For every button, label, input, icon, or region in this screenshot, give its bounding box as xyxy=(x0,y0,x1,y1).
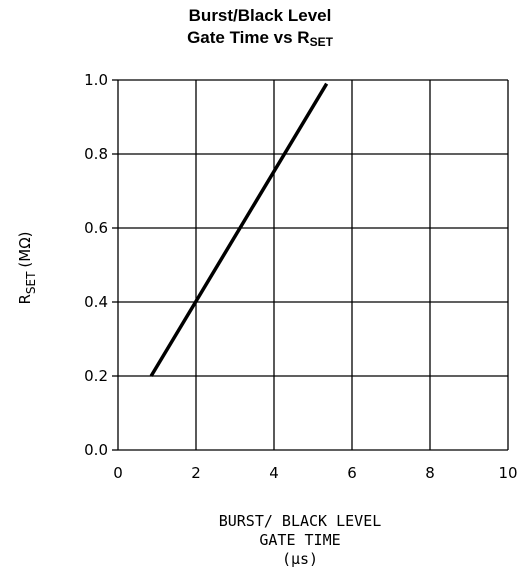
y-axis-label: RSET (MΩ) xyxy=(16,231,38,304)
chart-title-subscript: SET xyxy=(309,35,333,49)
x-tick-label: 6 xyxy=(347,464,357,482)
y-tick-label: 0.8 xyxy=(84,145,108,163)
x-axis-label-line-1: BURST/ BLACK LEVEL xyxy=(218,512,382,530)
x-tick-label: 8 xyxy=(425,464,435,482)
chart-title-main: Gate Time vs R xyxy=(187,28,310,47)
chart-title-line-1: Burst/Black Level xyxy=(188,6,332,25)
y-axis-label-subscript: SET xyxy=(24,271,38,294)
x-tick-label: 0 xyxy=(113,464,123,482)
x-axis-label: BURST/ BLACK LEVEL GATE TIME (µs) xyxy=(170,512,430,569)
y-tick-label: 0.4 xyxy=(84,293,108,311)
y-ticks: 0.0 0.2 0.4 0.6 0.8 1.0 xyxy=(84,71,118,459)
y-tick-label: 0.2 xyxy=(84,367,108,385)
series-group xyxy=(149,82,329,377)
x-axis-label-line-2: GATE TIME xyxy=(259,531,341,549)
x-ticks: 0 2 4 6 8 10 xyxy=(113,464,517,482)
x-tick-label: 4 xyxy=(269,464,279,482)
x-tick-label: 10 xyxy=(498,464,517,482)
y-tick-label: 1.0 xyxy=(84,71,108,89)
y-axis-label-unit: (MΩ) xyxy=(16,231,34,267)
x-tick-label: 2 xyxy=(191,464,201,482)
y-tick-label: 0.6 xyxy=(84,219,108,237)
series-line-0 xyxy=(149,82,329,377)
y-axis-label-main: R xyxy=(16,294,34,304)
y-tick-label: 0.0 xyxy=(84,441,108,459)
chart-title-line-2: Gate Time vs RSET xyxy=(0,28,520,49)
grid xyxy=(117,79,509,451)
x-axis-label-line-3: (µs) xyxy=(281,550,319,568)
